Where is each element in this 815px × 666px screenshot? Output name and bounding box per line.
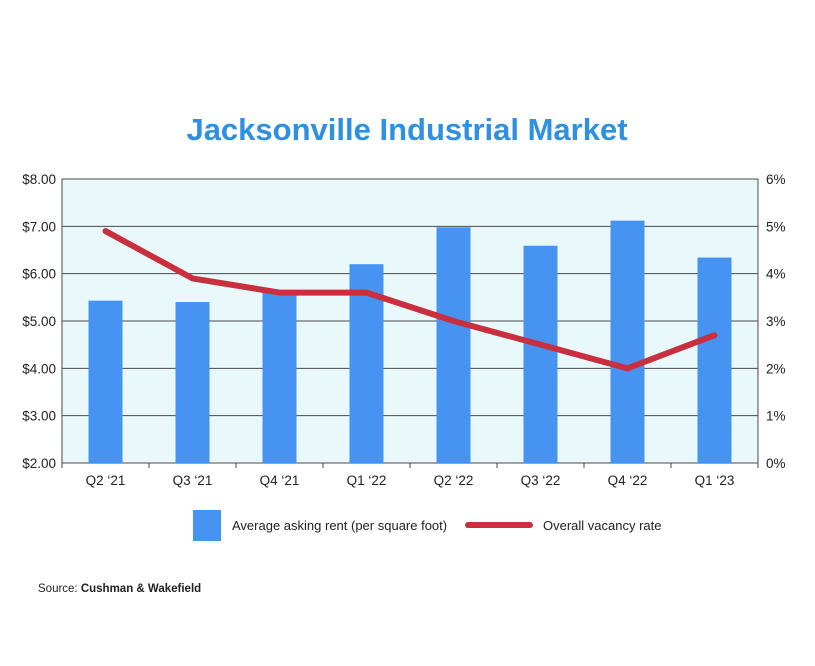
right-axis: 0% 1% 2% 3% 4% 5% 6% (766, 172, 786, 471)
legend-bar-label: Average asking rent (per square foot) (232, 518, 447, 533)
left-tick-label: $7.00 (22, 219, 56, 234)
source-name: Cushman & Wakefield (80, 583, 202, 595)
legend: Average asking rent (per square foot) Ove… (193, 510, 662, 541)
bar (436, 227, 471, 463)
x-tick-label: Q3 ‘22 (521, 473, 561, 488)
x-tick-label: Q3 ‘21 (173, 473, 213, 488)
bar-series (88, 220, 732, 463)
left-tick-label: $8.00 (22, 172, 56, 187)
source-label: Source: (38, 583, 81, 595)
right-tick-label: 1% (766, 409, 786, 424)
right-tick-label: 0% (766, 456, 786, 471)
x-tick-label: Q4 ‘22 (608, 473, 648, 488)
right-tick-label: 3% (766, 314, 786, 329)
x-tick-label: Q1 ‘22 (347, 473, 387, 488)
left-tick-label: $2.00 (22, 456, 56, 471)
x-tick-label: Q2 ‘22 (434, 473, 474, 488)
bar (88, 300, 123, 463)
right-tick-label: 4% (766, 267, 786, 282)
left-tick-label: $5.00 (22, 314, 56, 329)
left-tick-label: $4.00 (22, 361, 56, 376)
left-tick-label: $6.00 (22, 267, 56, 282)
left-axis: $2.00 $3.00 $4.00 $5.00 $6.00 $7.00 $8.00 (22, 172, 56, 471)
legend-line-label: Overall vacancy rate (543, 518, 662, 533)
left-tick-label: $3.00 (22, 409, 56, 424)
vacancy-line (102, 228, 718, 372)
chart-title: Jacksonville Industrial Market (186, 112, 627, 147)
source-note: Source: Cushman & Wakefield (38, 583, 201, 595)
right-tick-label: 2% (766, 361, 786, 376)
bar (523, 245, 558, 463)
x-axis: Q2 ‘21 Q3 ‘21 Q4 ‘21 Q1 ‘22 Q2 ‘22 Q3 ‘22 Q4 ‘… (61, 463, 759, 488)
bar (175, 302, 210, 463)
bar (610, 220, 645, 463)
x-tick-label: Q2 ‘21 (86, 473, 126, 488)
line-series (102, 228, 718, 372)
right-tick-label: 6% (766, 172, 786, 187)
bar (262, 291, 297, 463)
x-tick-label: Q4 ‘21 (260, 473, 300, 488)
legend-bar-swatch (193, 510, 221, 541)
x-tick-label: Q1 ‘23 (695, 473, 735, 488)
right-tick-label: 5% (766, 219, 786, 234)
bar (697, 257, 732, 463)
